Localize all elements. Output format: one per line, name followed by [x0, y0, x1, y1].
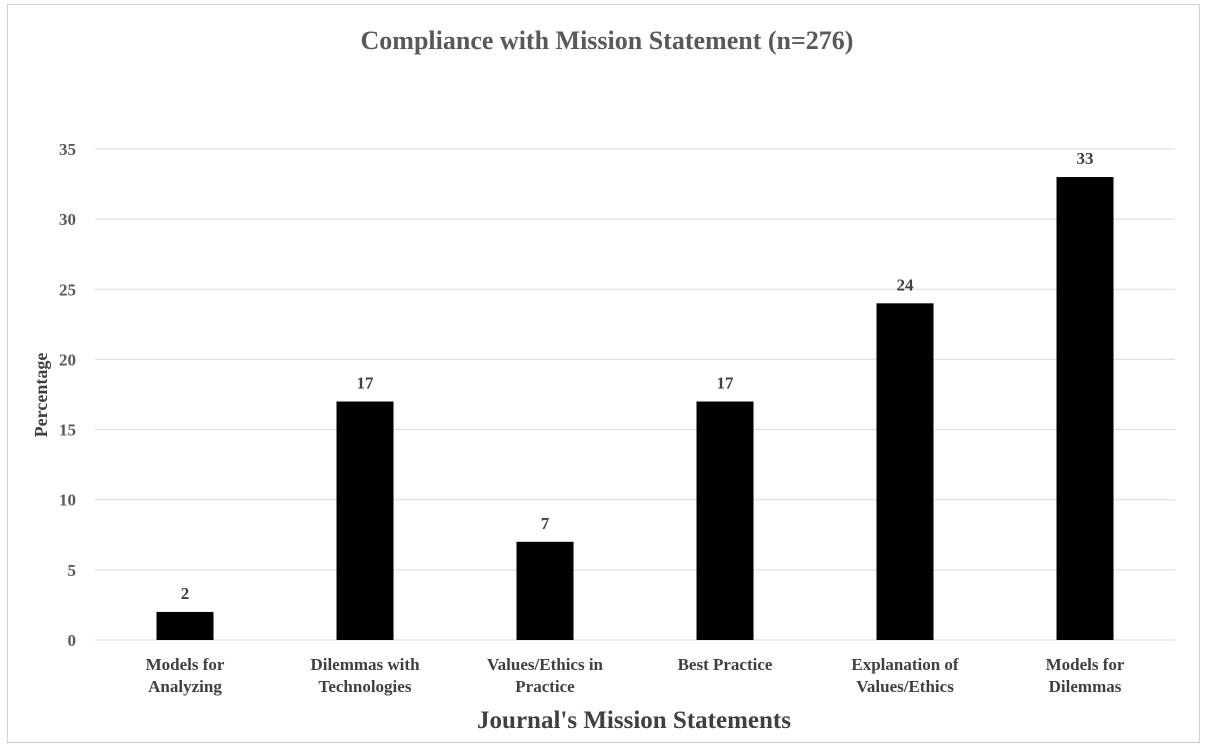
bar — [336, 401, 394, 640]
y-tick-label: 25 — [59, 280, 76, 299]
bar — [696, 401, 754, 640]
data-label: 7 — [541, 514, 550, 533]
x-category-label-line: Dilemmas with — [310, 655, 420, 674]
x-category-label-line: Values/Ethics — [856, 677, 954, 696]
x-axis-categories: Models for Analyzing Dilemmas with Technolo… — [146, 655, 1125, 696]
x-axis-title: Journal's Mission Statements — [477, 707, 791, 734]
y-tick-label: 20 — [59, 350, 76, 369]
bar — [1056, 177, 1114, 641]
y-axis-title: Percentage — [31, 353, 51, 438]
x-category-label-line: Values/Ethics in — [487, 655, 604, 674]
y-tick-label: 30 — [59, 210, 76, 229]
bar — [516, 541, 574, 640]
y-tick-label: 35 — [59, 140, 76, 159]
data-label: 33 — [1077, 149, 1094, 168]
data-labels: 2 17 7 17 24 33 — [181, 149, 1094, 603]
x-category-label: Best Practice — [678, 655, 773, 674]
y-tick-label: 0 — [68, 631, 77, 650]
bar — [876, 303, 934, 640]
y-tick-label: 5 — [68, 561, 77, 580]
y-tick-label: 10 — [59, 491, 76, 510]
x-category-label: Dilemmas with Technologies — [310, 655, 420, 696]
x-category-label-line: Technologies — [319, 677, 412, 696]
bar — [156, 611, 214, 640]
data-label: 17 — [357, 374, 375, 393]
x-category-label-line: Models for — [146, 655, 225, 674]
bars — [156, 177, 1114, 641]
y-axis-ticks: 0 5 10 15 20 25 30 35 — [59, 140, 76, 650]
x-category-label: Models for Dilemmas — [1046, 655, 1125, 696]
x-category-label-line: Analyzing — [148, 677, 222, 696]
data-label: 2 — [181, 584, 190, 603]
y-tick-label: 15 — [59, 421, 76, 440]
x-category-label-line: Models for — [1046, 655, 1125, 674]
x-category-label-line: Best Practice — [678, 655, 773, 674]
x-category-label: Values/Ethics in Practice — [487, 655, 604, 696]
gridlines — [95, 148, 1175, 641]
data-label: 17 — [717, 374, 735, 393]
chart-title: Compliance with Mission Statement (n=276… — [361, 26, 854, 55]
x-category-label: Explanation of Values/Ethics — [851, 655, 959, 696]
x-category-label-line: Explanation of — [851, 655, 959, 674]
data-label: 24 — [897, 275, 915, 294]
x-category-label: Models for Analyzing — [146, 655, 225, 696]
x-category-label-line: Practice — [515, 677, 575, 696]
x-category-label-line: Dilemmas — [1049, 677, 1122, 696]
